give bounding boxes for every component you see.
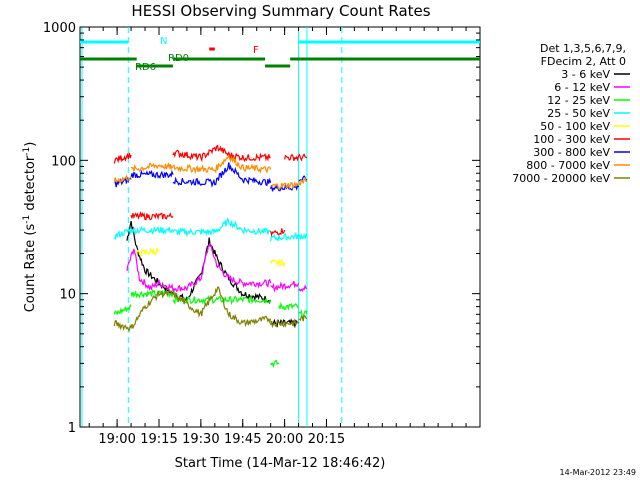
flag-f-label: F bbox=[253, 45, 259, 56]
plot-frame bbox=[79, 26, 481, 428]
series-line bbox=[172, 216, 272, 238]
legend-entry-label: 800 - 7000 keV bbox=[526, 159, 610, 172]
x-tick-label: 19:00 bbox=[98, 432, 135, 447]
flag-rd6-label: RD6 bbox=[135, 62, 156, 73]
y-tick-label: 1 bbox=[68, 421, 76, 436]
x-tick-label: 19:45 bbox=[224, 432, 261, 447]
series-line bbox=[298, 176, 308, 186]
series-line bbox=[278, 301, 299, 311]
series-line bbox=[270, 359, 279, 369]
series-line bbox=[126, 220, 272, 305]
series-layer bbox=[113, 144, 308, 369]
y-tick-label: 1000 bbox=[43, 21, 76, 36]
y-axis-label: Count Rate (s-1 detector-1) bbox=[22, 142, 38, 313]
legend-entry-label: 100 - 300 keV bbox=[533, 133, 610, 146]
series-line bbox=[270, 231, 299, 242]
legend-entry-label: 50 - 100 keV bbox=[540, 120, 610, 133]
series-line bbox=[130, 161, 174, 173]
series-line bbox=[270, 280, 300, 293]
series-line bbox=[113, 174, 132, 185]
series-1 bbox=[126, 243, 308, 293]
series-line bbox=[126, 243, 272, 293]
series-line bbox=[130, 210, 174, 221]
x-tick-label: 20:00 bbox=[266, 432, 303, 447]
y-tick-label: 100 bbox=[51, 154, 76, 169]
legend-entry-label: 3 - 6 keV bbox=[561, 68, 610, 81]
legend-entry-label: 12 - 25 keV bbox=[547, 94, 610, 107]
series-line bbox=[130, 225, 174, 235]
flag-rd0-label: RD0 bbox=[168, 53, 189, 64]
series-line bbox=[113, 228, 132, 241]
series-line bbox=[270, 228, 286, 238]
legend-entry-label: 6 - 12 keV bbox=[554, 81, 610, 94]
annotation-layer bbox=[80, 27, 480, 427]
series-3 bbox=[113, 216, 308, 242]
footer-timestamp: 14-Mar-2012 23:49 bbox=[560, 468, 637, 477]
series-line bbox=[298, 284, 308, 293]
legend-header-line: Det 1,3,5,6,7,9, bbox=[540, 42, 626, 55]
legend-header-line: FDecim 2, Att 0 bbox=[541, 55, 626, 68]
legend-entry-label: 300 - 800 keV bbox=[533, 146, 610, 159]
legend: Det 1,3,5,6,7,9,FDecim 2, Att 03 - 6 keV… bbox=[512, 42, 630, 185]
series-line bbox=[172, 154, 272, 175]
series-line bbox=[172, 144, 271, 163]
series-line bbox=[298, 232, 308, 240]
series-4 bbox=[136, 246, 286, 269]
series-line bbox=[172, 294, 272, 306]
axis-layer: 19:00 19:15 19:30 19:45 20:00 20:15 1 10 100 1000 bbox=[43, 21, 481, 447]
series-line bbox=[298, 314, 308, 322]
x-axis-label: Start Time (14-Mar-12 18:46:42) bbox=[175, 456, 386, 471]
series-line bbox=[113, 152, 132, 164]
series-2 bbox=[113, 289, 308, 369]
legend-entry-label: 7000 - 20000 keV bbox=[512, 172, 610, 185]
series-line bbox=[270, 180, 299, 191]
series-line bbox=[130, 289, 174, 299]
series-5 bbox=[113, 144, 307, 238]
chart-title: HESSI Observing Summary Count Rates bbox=[131, 2, 430, 20]
series-line bbox=[136, 246, 160, 257]
x-tick-label: 19:30 bbox=[182, 432, 219, 447]
x-tick-label: 19:15 bbox=[140, 432, 177, 447]
series-8 bbox=[113, 286, 308, 333]
flag-n-label: N bbox=[160, 36, 167, 47]
series-line bbox=[130, 169, 174, 180]
x-tick-label: 20:15 bbox=[308, 432, 345, 447]
y-tick-label: 10 bbox=[59, 288, 76, 303]
series-line bbox=[270, 318, 300, 329]
series-line bbox=[113, 286, 272, 333]
series-line bbox=[270, 258, 286, 269]
series-line bbox=[172, 162, 272, 189]
series-line bbox=[113, 303, 132, 316]
series-7 bbox=[113, 154, 308, 191]
series-line bbox=[284, 153, 307, 162]
legend-entry-label: 25 - 50 keV bbox=[547, 107, 610, 120]
